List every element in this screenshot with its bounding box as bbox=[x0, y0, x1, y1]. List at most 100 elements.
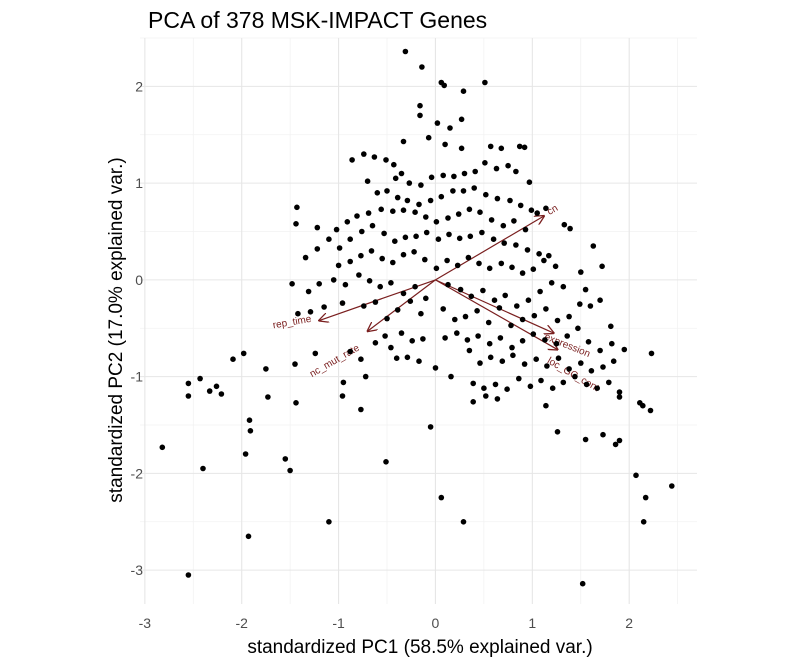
data-point bbox=[321, 304, 327, 310]
data-point bbox=[411, 249, 417, 255]
data-point bbox=[451, 173, 457, 180]
data-point bbox=[393, 355, 400, 362]
data-point bbox=[543, 306, 549, 312]
data-point bbox=[502, 292, 509, 299]
data-point bbox=[339, 393, 346, 399]
data-point bbox=[427, 424, 434, 430]
data-point bbox=[445, 281, 451, 288]
data-point bbox=[582, 436, 589, 443]
data-point bbox=[336, 245, 343, 251]
data-point bbox=[460, 188, 467, 194]
data-point bbox=[314, 246, 321, 252]
data-point bbox=[454, 262, 461, 269]
data-point bbox=[457, 286, 464, 293]
data-point bbox=[465, 254, 472, 261]
data-point bbox=[362, 373, 369, 380]
data-point bbox=[400, 138, 407, 145]
data-point bbox=[402, 48, 409, 55]
data-point bbox=[519, 338, 526, 344]
data-point bbox=[342, 281, 349, 288]
arrow-label-rep_time: rep_time bbox=[272, 314, 313, 332]
data-point bbox=[369, 222, 376, 229]
gridlines bbox=[140, 37, 697, 604]
data-point bbox=[354, 213, 360, 219]
data-point bbox=[621, 346, 628, 353]
data-point bbox=[383, 157, 389, 163]
data-point bbox=[384, 315, 390, 322]
data-point bbox=[293, 221, 299, 227]
y-tick-label: 2 bbox=[135, 78, 143, 94]
data-point bbox=[379, 255, 386, 262]
data-point bbox=[442, 335, 448, 341]
data-point bbox=[487, 143, 494, 150]
data-point bbox=[521, 144, 528, 151]
data-point bbox=[491, 297, 498, 304]
y-tick-label: -1 bbox=[131, 369, 144, 385]
data-point bbox=[292, 361, 298, 367]
data-point bbox=[609, 340, 615, 347]
data-point bbox=[461, 170, 468, 177]
data-point bbox=[498, 145, 505, 152]
data-point bbox=[381, 230, 387, 237]
data-point bbox=[383, 459, 389, 465]
data-point bbox=[185, 380, 192, 387]
data-point bbox=[335, 262, 342, 269]
data-point bbox=[546, 252, 552, 259]
data-point bbox=[400, 207, 407, 213]
data-point bbox=[390, 259, 396, 266]
data-point bbox=[548, 280, 555, 286]
data-point bbox=[516, 375, 522, 382]
data-point bbox=[458, 116, 465, 123]
data-point bbox=[240, 350, 247, 357]
data-point bbox=[440, 172, 447, 179]
data-point bbox=[579, 580, 586, 587]
tick-labels: -3 -2 -1 0 1 2 -3 -2 -1 0 1 2 bbox=[131, 78, 634, 631]
data-point bbox=[475, 333, 481, 339]
data-point bbox=[534, 210, 540, 216]
data-point bbox=[416, 358, 422, 365]
data-point bbox=[616, 437, 623, 444]
data-point bbox=[577, 301, 583, 307]
data-point bbox=[307, 309, 314, 315]
data-point bbox=[287, 467, 293, 474]
data-point bbox=[458, 145, 465, 152]
data-point bbox=[398, 330, 405, 336]
data-point bbox=[434, 120, 441, 126]
data-point bbox=[356, 272, 362, 278]
data-point bbox=[599, 263, 605, 270]
data-point bbox=[456, 235, 463, 242]
data-point bbox=[365, 210, 372, 216]
data-point bbox=[640, 519, 647, 525]
data-point bbox=[394, 194, 401, 201]
data-point bbox=[494, 195, 501, 202]
data-point bbox=[378, 206, 385, 213]
data-point bbox=[302, 254, 309, 261]
data-point bbox=[372, 340, 379, 346]
data-point bbox=[404, 354, 411, 361]
data-point bbox=[536, 251, 542, 257]
data-point bbox=[448, 373, 454, 380]
y-tick-label: 1 bbox=[135, 175, 143, 191]
data-point bbox=[388, 280, 394, 286]
loading-arrow-loc_GC_cont bbox=[435, 279, 553, 333]
data-point bbox=[594, 385, 600, 392]
loading-arrow-nc_mut_rate bbox=[368, 279, 436, 331]
data-point bbox=[554, 317, 561, 324]
data-point bbox=[486, 265, 493, 272]
data-point bbox=[517, 202, 524, 209]
data-point bbox=[582, 286, 589, 293]
data-point bbox=[477, 209, 483, 215]
data-point bbox=[485, 319, 492, 326]
data-point bbox=[417, 112, 423, 119]
data-point bbox=[418, 310, 424, 317]
data-point bbox=[282, 456, 289, 462]
data-point bbox=[433, 265, 440, 272]
data-point bbox=[492, 381, 499, 388]
data-point bbox=[213, 383, 220, 390]
data-point bbox=[530, 266, 537, 273]
data-point bbox=[516, 143, 523, 150]
data-point bbox=[358, 252, 364, 259]
data-point bbox=[400, 290, 407, 297]
data-point bbox=[425, 134, 432, 141]
data-point bbox=[572, 373, 578, 380]
